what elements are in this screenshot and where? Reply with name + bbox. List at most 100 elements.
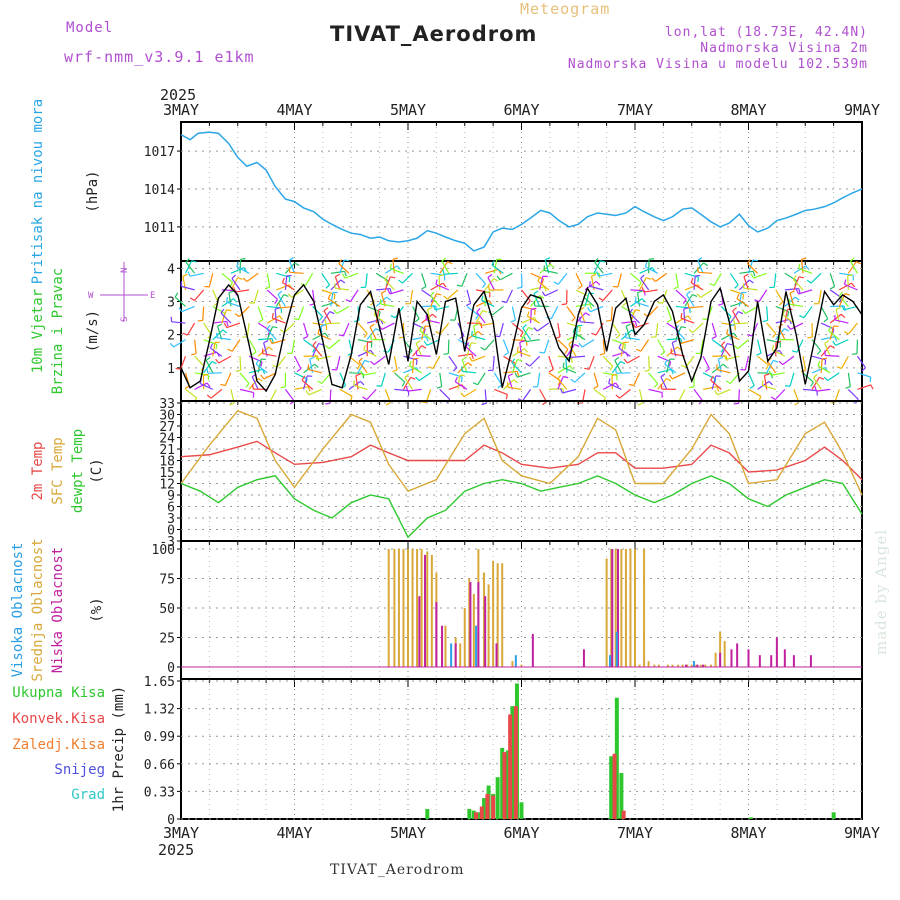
wind-barb bbox=[448, 355, 458, 369]
wind-barb-flag bbox=[392, 257, 398, 260]
wind-barb bbox=[782, 355, 795, 366]
wind-barb-flag bbox=[697, 277, 699, 283]
wind-barb bbox=[294, 386, 309, 390]
wind-barb-flag bbox=[754, 299, 760, 303]
wind-barb bbox=[693, 275, 696, 290]
wind-barb-flag bbox=[851, 353, 858, 355]
wind-barb bbox=[575, 289, 589, 297]
wind-barb bbox=[484, 339, 495, 351]
wind-barb bbox=[593, 260, 601, 274]
wind-barb bbox=[357, 349, 372, 357]
wind-barb bbox=[335, 287, 350, 291]
wind-barb-flag bbox=[305, 390, 310, 396]
wind-barb-flag bbox=[324, 318, 327, 324]
model-label: Model bbox=[66, 20, 114, 36]
wind-barb-flag bbox=[215, 344, 218, 350]
wind-barb bbox=[291, 339, 296, 354]
temp-line-dewpt-temp bbox=[180, 475, 863, 539]
wind-barb bbox=[471, 355, 486, 362]
y-tick-label: 0 bbox=[167, 524, 175, 539]
wind-barb-flag bbox=[843, 279, 847, 285]
cloud-bar bbox=[758, 655, 761, 667]
y-tick-label: 0.33 bbox=[144, 785, 175, 800]
wind-barb bbox=[689, 305, 704, 309]
wind-barb bbox=[789, 372, 795, 387]
wind-barb bbox=[693, 389, 703, 401]
wind-barb bbox=[389, 289, 404, 295]
wind-barb-flag bbox=[798, 276, 804, 279]
wind-barb bbox=[784, 272, 798, 282]
wind-barb-flag bbox=[840, 313, 846, 318]
wind-barb bbox=[686, 294, 695, 307]
wind-barb bbox=[602, 289, 613, 301]
wind-barb-flag bbox=[620, 360, 626, 365]
wind-barb bbox=[566, 322, 581, 328]
wind-barb-flag bbox=[598, 297, 604, 301]
wind-barb-flag bbox=[747, 259, 751, 264]
y-tick-label: 1.65 bbox=[144, 675, 175, 690]
wind-barb-flag bbox=[845, 386, 851, 389]
wind-barb-flag bbox=[668, 374, 673, 380]
wind-barb-flag bbox=[392, 369, 398, 373]
wind-barb bbox=[700, 339, 704, 354]
wind-barb-flag bbox=[835, 306, 841, 310]
wind-barb bbox=[675, 315, 689, 324]
wind-barb-flag bbox=[571, 317, 576, 322]
wind-barb bbox=[716, 368, 731, 374]
temp-axis-title: 2m Temp bbox=[30, 441, 46, 500]
wind-barb-flag bbox=[557, 374, 562, 380]
wind-barb-flag bbox=[822, 357, 828, 360]
wind-barb-flag bbox=[801, 257, 807, 260]
wind-barb bbox=[820, 358, 823, 373]
wind-barb bbox=[530, 286, 545, 291]
wind-barb bbox=[293, 355, 302, 369]
wind-barb-flag bbox=[301, 375, 306, 381]
wind-barb bbox=[726, 333, 740, 341]
wind-barb-flag bbox=[733, 344, 739, 350]
wind-barb-flag bbox=[314, 363, 319, 368]
wind-barb-flag bbox=[511, 358, 516, 364]
wind-barb-flag bbox=[419, 326, 424, 331]
wind-barb bbox=[756, 339, 762, 354]
wind-barb-flag bbox=[646, 277, 652, 280]
wind-barb-flag bbox=[716, 386, 720, 392]
wind-barb-flag bbox=[784, 328, 790, 332]
wind-barb bbox=[566, 306, 576, 319]
wind-barb bbox=[820, 345, 831, 357]
wind-barb bbox=[557, 378, 568, 390]
precip-bar bbox=[495, 777, 500, 819]
wind-barb-flag bbox=[485, 291, 491, 294]
wind-barb bbox=[210, 347, 223, 357]
x-tick-label-top: 7MAY bbox=[617, 101, 653, 119]
wind-barb bbox=[621, 320, 636, 324]
wind-barb-flag bbox=[761, 380, 764, 386]
cloud-bar bbox=[430, 554, 433, 667]
wind-barb bbox=[711, 363, 724, 374]
wind-barb bbox=[848, 322, 858, 335]
wind-barb bbox=[678, 389, 686, 403]
y-tick-label: 3 bbox=[167, 512, 175, 527]
wind-barb-flag bbox=[447, 261, 453, 265]
year-label-bottom: 2025 bbox=[158, 841, 194, 859]
wind-barb-flag bbox=[236, 261, 239, 267]
wind-barb-flag bbox=[623, 344, 627, 350]
wind-barb bbox=[527, 315, 540, 324]
wind-barb-flag bbox=[376, 385, 382, 387]
wind-barb bbox=[648, 372, 659, 384]
y-tick-label: 3 bbox=[167, 295, 175, 310]
cloud-axis-title: Visoka Oblacnost bbox=[10, 543, 26, 678]
wind-barb bbox=[294, 372, 308, 380]
wind-barb-flag bbox=[819, 376, 825, 380]
wind-barb bbox=[235, 289, 250, 293]
wind-barb bbox=[857, 384, 871, 390]
wind-barb-flag bbox=[792, 275, 797, 281]
wind-barb bbox=[827, 372, 840, 382]
wind-barb bbox=[435, 305, 450, 311]
footer-station: TIVAT_Aerodrom bbox=[330, 862, 465, 878]
wind-barb-flag bbox=[810, 381, 814, 387]
wind-barb bbox=[321, 301, 336, 308]
wind-barb-flag bbox=[641, 287, 645, 293]
wind-barb-flag bbox=[850, 257, 855, 262]
wind-barb bbox=[289, 271, 304, 274]
wind-barb-flag bbox=[387, 289, 391, 295]
